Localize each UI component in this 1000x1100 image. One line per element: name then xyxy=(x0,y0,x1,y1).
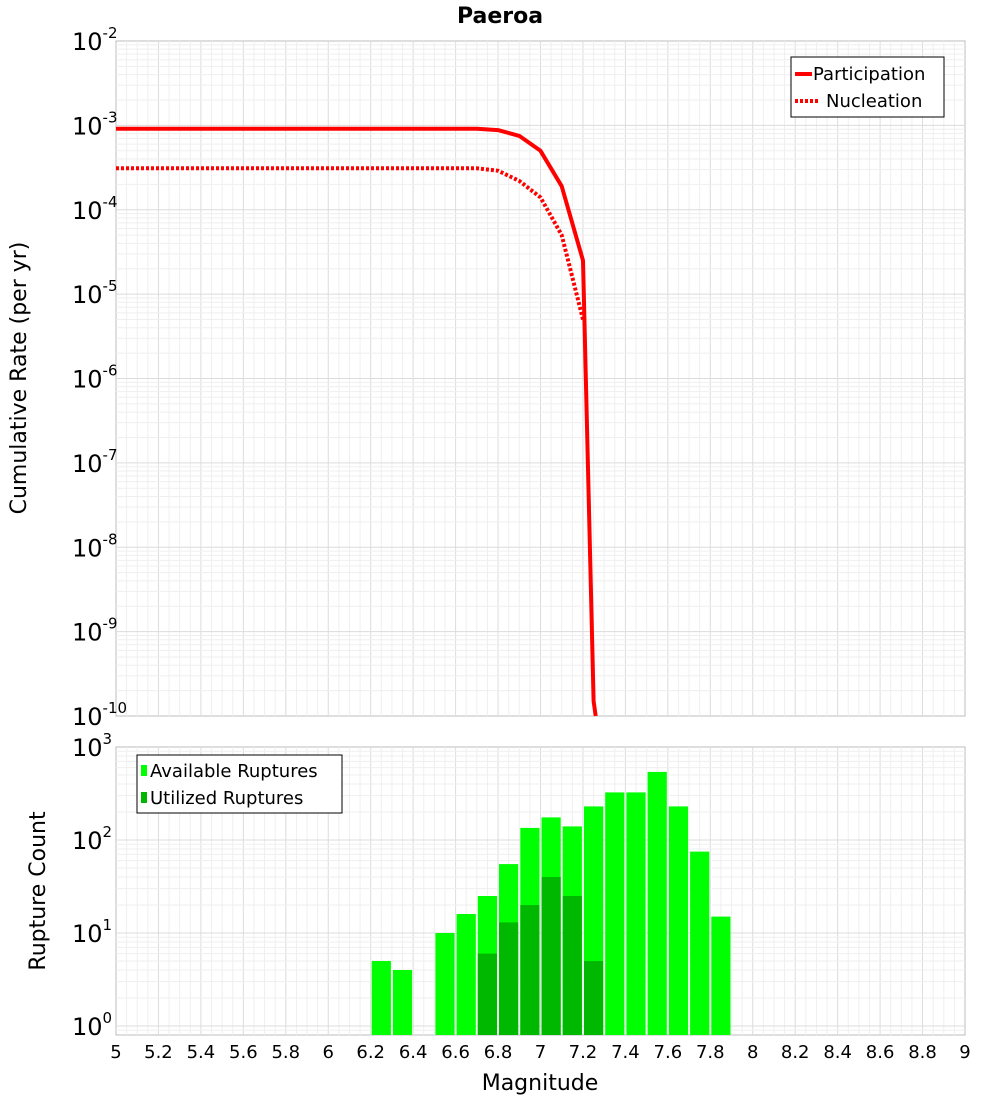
xtick-label: 8.6 xyxy=(866,1042,895,1063)
bottom-legend-box xyxy=(136,754,343,814)
xtick-label: 5.4 xyxy=(187,1042,216,1063)
top-ytick-label: 10-5 xyxy=(72,277,118,309)
bottom-ytick-label: 103 xyxy=(72,730,112,762)
top-y-axis-label: Cumulative Rate (per yr) xyxy=(7,242,32,515)
xtick-label: 6.2 xyxy=(356,1042,385,1063)
bottom-plot: 103 102 101 100 5 5.2 5.4 5.6 5.8 6 6.2 6.4 6.6 6.8 7… xyxy=(26,730,971,1096)
top-ytick-label: 10-9 xyxy=(72,615,118,647)
top-legend-box xyxy=(790,56,945,118)
legend-swatch-utilized xyxy=(141,792,147,803)
top-ytick-label: 10-10 xyxy=(72,699,127,731)
utilized-bar xyxy=(584,961,604,1035)
utilized-bar xyxy=(477,953,497,1035)
available-bar xyxy=(605,792,625,1035)
xtick-label: 8.8 xyxy=(908,1042,937,1063)
xtick-label: 6.8 xyxy=(484,1042,513,1063)
bottom-ytick-label: 100 xyxy=(72,1009,112,1041)
legend-swatch-available xyxy=(141,765,147,776)
xtick-label: 7 xyxy=(535,1042,546,1063)
top-plot: 10-2 10-3 10-4 10-5 10-6 10-7 10-8 10-9 10-10 Cu… xyxy=(7,24,966,731)
utilized-bar xyxy=(562,896,582,1035)
xtick-label: 7.6 xyxy=(654,1042,683,1063)
bottom-xticks: 5 5.2 5.4 5.6 5.8 6 6.2 6.4 6.6 6.8 7 7.2 7.4 7.6 7.8 8… xyxy=(110,1042,970,1063)
available-bar xyxy=(435,933,455,1035)
bottom-y-axis-label: Rupture Count xyxy=(26,811,51,971)
xtick-label: 6.4 xyxy=(399,1042,428,1063)
top-ytick-label: 10-6 xyxy=(72,362,118,394)
utilized-bar xyxy=(499,922,519,1035)
top-ytick-label: 10-3 xyxy=(72,108,118,140)
top-ytick-label: 10-2 xyxy=(72,24,118,56)
top-ytick-label: 10-7 xyxy=(72,446,118,478)
top-ytick-label: 10-4 xyxy=(72,193,118,225)
available-bar xyxy=(456,914,476,1035)
available-bar xyxy=(711,916,731,1035)
top-yticks: 10-2 10-3 10-4 10-5 10-6 10-7 10-8 10-9 10-10 xyxy=(72,24,127,731)
xtick-label: 8.2 xyxy=(781,1042,810,1063)
xtick-label: 7.4 xyxy=(611,1042,640,1063)
legend-label-utilized: Utilized Ruptures xyxy=(150,788,303,809)
series-line-nucleation xyxy=(116,166,585,320)
top-grid xyxy=(116,41,965,716)
top-lines xyxy=(116,126,598,717)
bottom-grid xyxy=(116,747,965,1035)
xtick-label: 5.6 xyxy=(229,1042,258,1063)
available-bar xyxy=(392,970,413,1035)
available-bar xyxy=(647,771,667,1035)
legend-label-nucleation: Nucleation xyxy=(826,91,922,112)
utilized-bar xyxy=(520,905,540,1035)
top-ytick-label: 10-8 xyxy=(72,530,118,562)
xtick-label: 5 xyxy=(110,1042,121,1063)
xtick-label: 7.2 xyxy=(569,1042,598,1063)
xtick-label: 8 xyxy=(747,1042,758,1063)
available-bar xyxy=(668,806,689,1035)
xtick-label: 5.8 xyxy=(271,1042,300,1063)
utilized-bar xyxy=(541,877,561,1035)
series-line-participation xyxy=(116,126,598,717)
bottom-legend: Available Ruptures Utilized Ruptures xyxy=(136,754,343,814)
chart-title: Paeroa xyxy=(457,4,543,29)
available-bar xyxy=(690,851,710,1035)
xtick-label: 6.6 xyxy=(441,1042,470,1063)
legend-label-available: Available Ruptures xyxy=(150,761,318,782)
xtick-label: 9 xyxy=(959,1042,970,1063)
available-bar xyxy=(371,961,391,1035)
top-legend: Participation Nucleation xyxy=(790,56,945,118)
legend-label-participation: Participation xyxy=(813,64,925,85)
bottom-bars xyxy=(371,771,731,1035)
x-axis-label: Magnitude xyxy=(482,1071,599,1096)
bottom-yticks: 103 102 101 100 xyxy=(72,730,112,1041)
xtick-label: 7.8 xyxy=(696,1042,725,1063)
bottom-ytick-label: 102 xyxy=(72,823,112,855)
xtick-label: 6 xyxy=(323,1042,334,1063)
xtick-label: 5.2 xyxy=(144,1042,173,1063)
available-bar xyxy=(626,792,646,1035)
xtick-label: 8.4 xyxy=(823,1042,852,1063)
bottom-ytick-label: 101 xyxy=(72,916,112,948)
